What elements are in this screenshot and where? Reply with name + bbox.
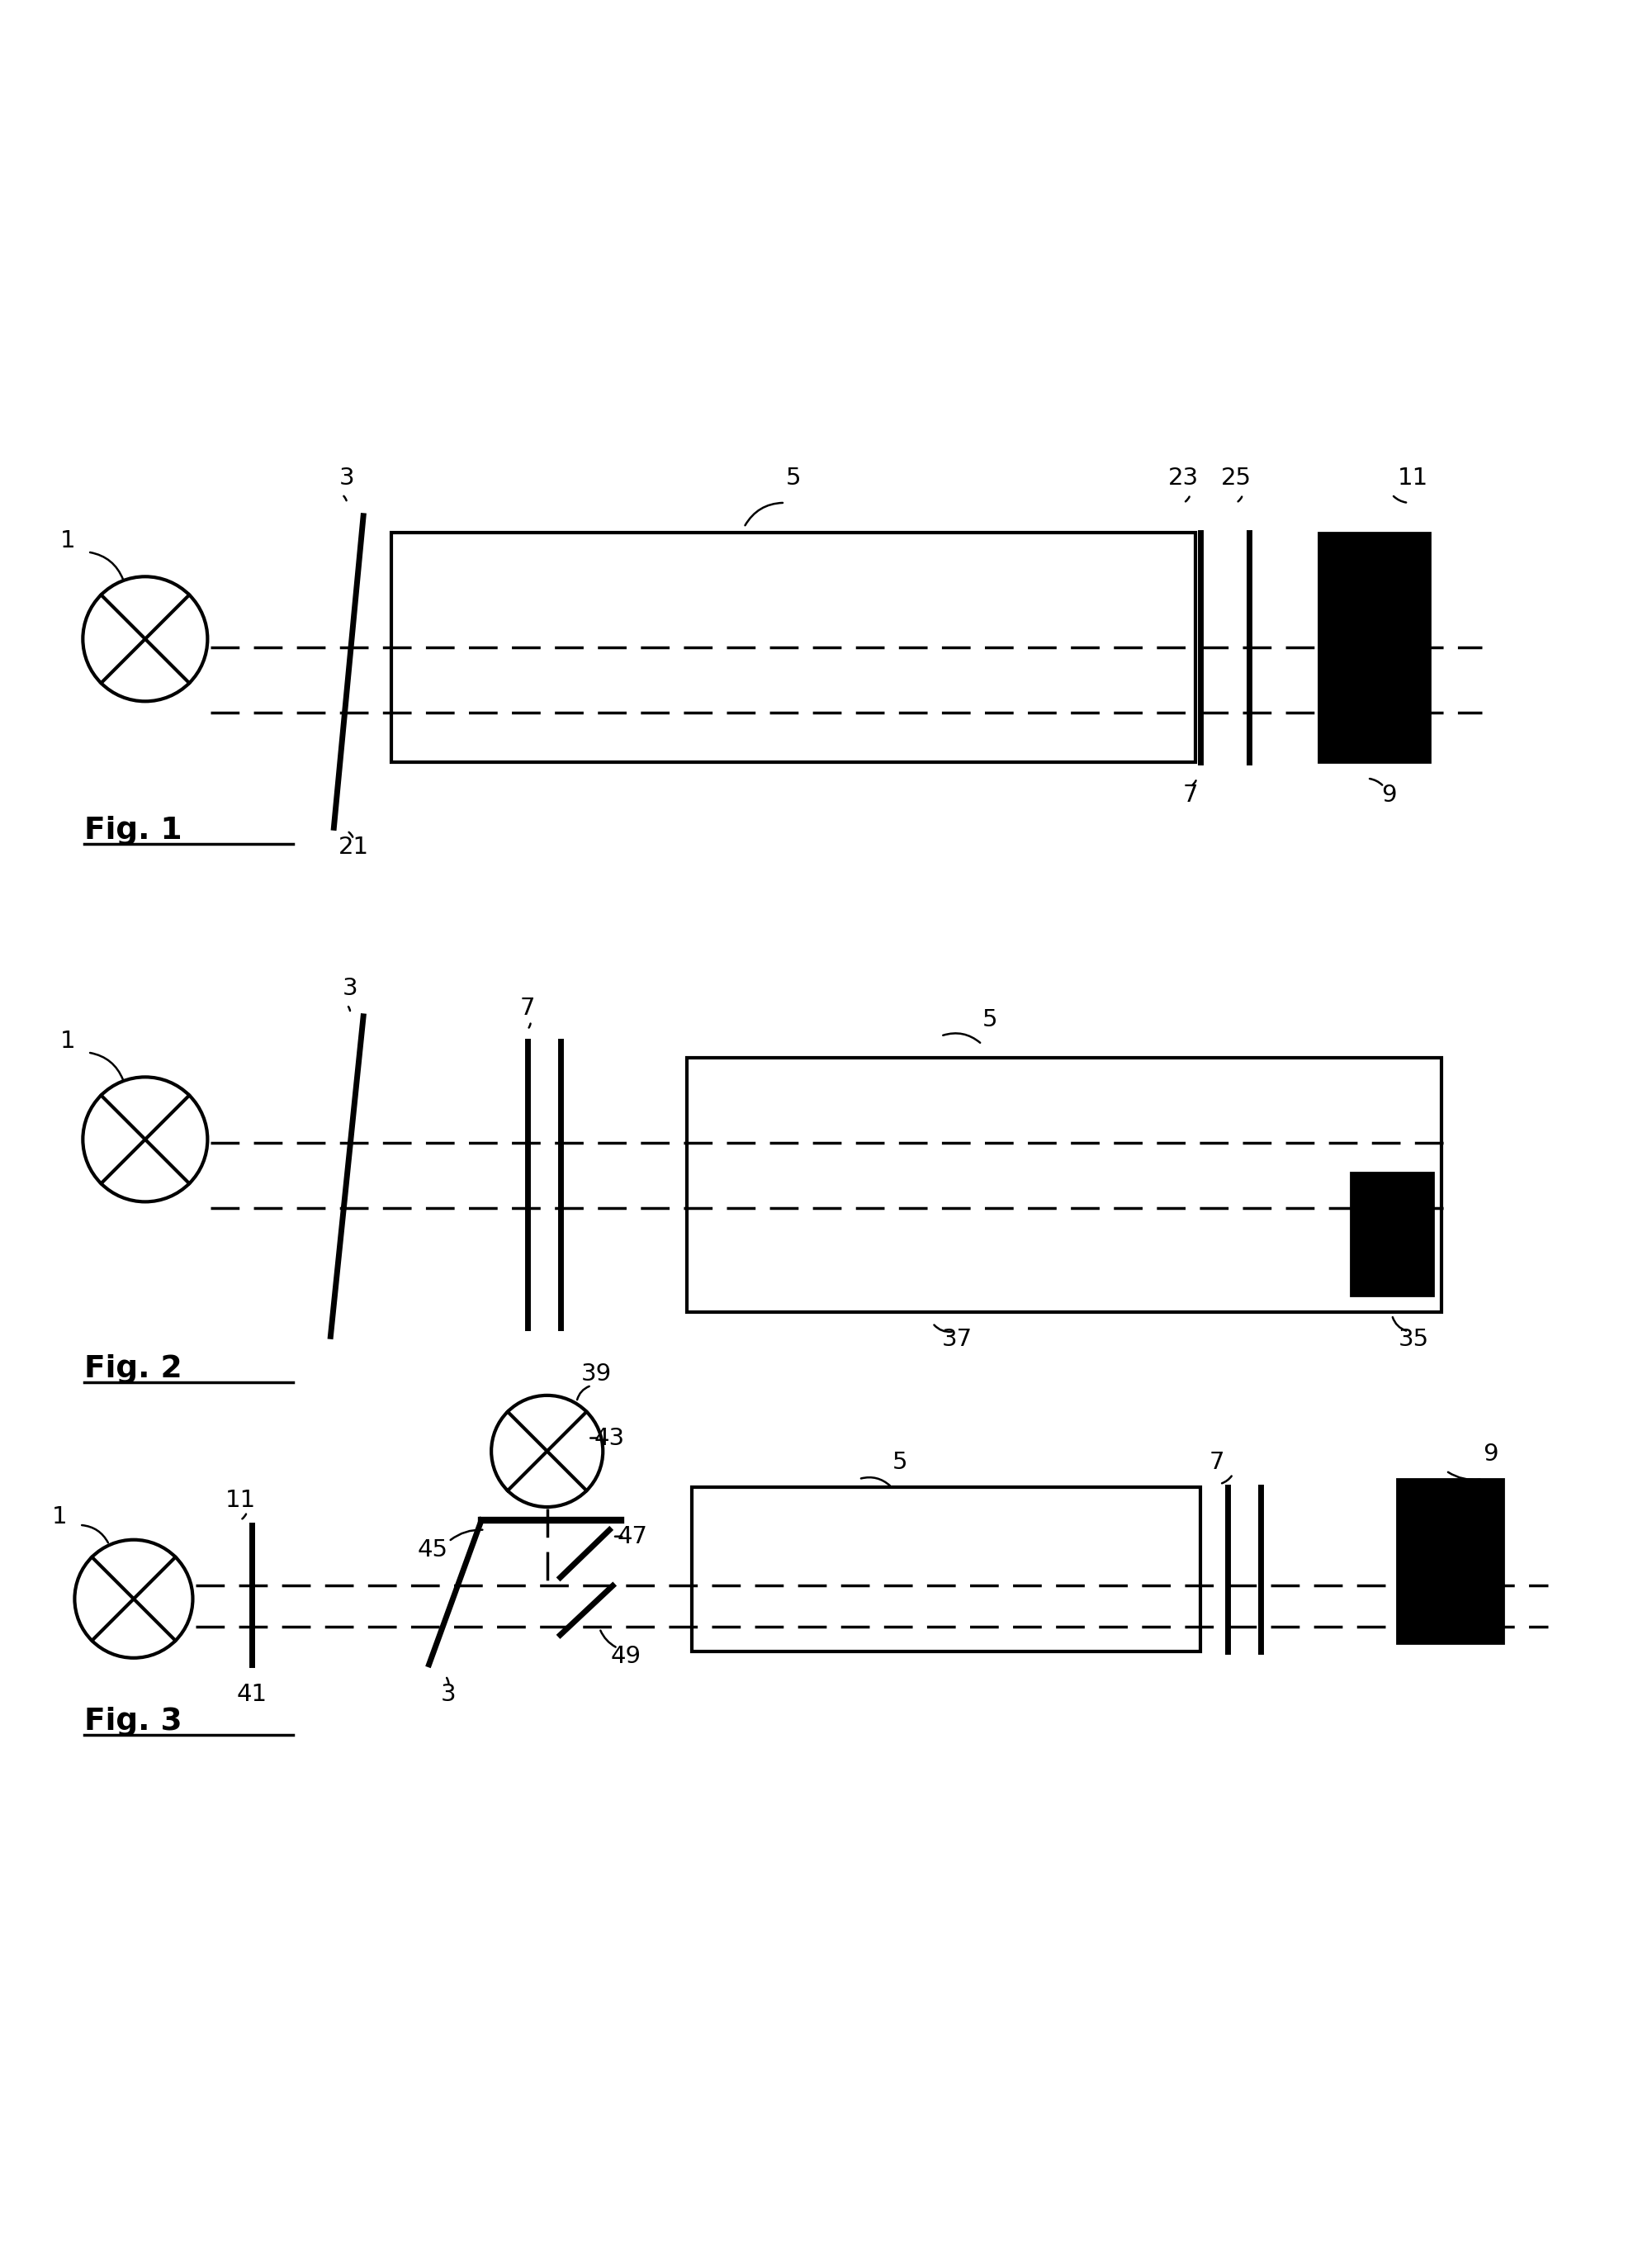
Bar — [392, 532, 1194, 761]
Bar — [1351, 1172, 1432, 1296]
Text: 9: 9 — [1381, 784, 1396, 806]
Text: 35: 35 — [1398, 1327, 1429, 1352]
Text: Fig. 3: Fig. 3 — [84, 1707, 182, 1736]
Text: 7: 7 — [1209, 1451, 1224, 1473]
Text: 21: 21 — [339, 836, 368, 858]
Text: 5: 5 — [786, 467, 801, 490]
Text: 47: 47 — [618, 1525, 648, 1547]
Bar — [692, 1487, 1199, 1651]
Text: 11: 11 — [225, 1489, 256, 1512]
Text: 37: 37 — [942, 1327, 973, 1352]
Text: 3: 3 — [441, 1682, 456, 1705]
Text: 25: 25 — [1221, 467, 1252, 490]
Bar — [1398, 1480, 1503, 1644]
Text: 3: 3 — [342, 977, 358, 999]
Text: Fig. 2: Fig. 2 — [84, 1354, 182, 1384]
Bar — [1318, 532, 1429, 761]
Text: 3: 3 — [339, 467, 355, 490]
Text: 1: 1 — [53, 1505, 68, 1527]
Text: 5: 5 — [983, 1008, 998, 1031]
Text: 41: 41 — [236, 1682, 268, 1705]
Text: 7: 7 — [520, 997, 535, 1020]
Text: 9: 9 — [1483, 1442, 1498, 1467]
Text: 5: 5 — [892, 1451, 907, 1473]
Text: 11: 11 — [1398, 467, 1429, 490]
Text: 49: 49 — [611, 1644, 641, 1669]
Text: 43: 43 — [595, 1426, 624, 1449]
Text: 39: 39 — [582, 1363, 611, 1386]
Text: Fig. 1: Fig. 1 — [84, 815, 182, 847]
Text: 23: 23 — [1168, 467, 1199, 490]
Text: 45: 45 — [416, 1539, 448, 1561]
Text: 7: 7 — [1183, 784, 1198, 806]
Bar — [687, 1058, 1441, 1312]
Text: 1: 1 — [61, 530, 76, 553]
Text: 1: 1 — [61, 1029, 76, 1053]
